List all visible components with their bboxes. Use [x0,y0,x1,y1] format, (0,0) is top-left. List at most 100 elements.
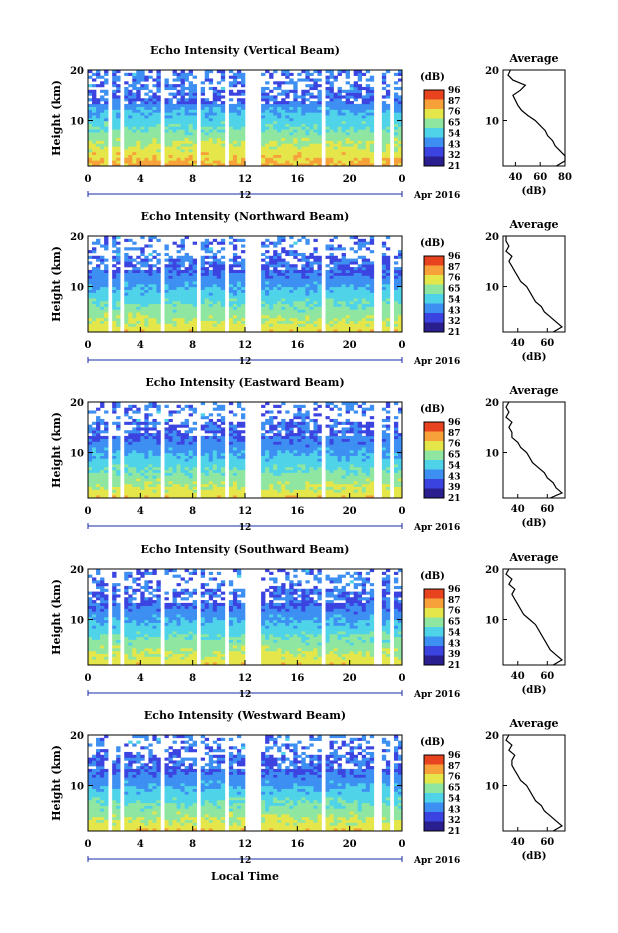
heatmap-cell [241,259,245,262]
heatmap-cell [140,273,144,276]
heatmap-cell [346,295,350,298]
heatmap-cell [128,264,132,267]
heatmap-cell [265,287,269,290]
heatmap-cell [116,126,120,129]
heatmap-cell [338,324,342,327]
heatmap-cell [346,315,350,318]
heatmap-cell [277,101,281,104]
heatmap-cell [156,281,160,284]
heatmap-cell [96,270,100,273]
heatmap-cell [366,155,370,158]
heatmap-cell [326,81,330,84]
heatmap-cell [209,284,213,287]
heatmap-cell [358,287,362,290]
heatmap-cell [205,430,209,433]
heatmap-cell [269,287,273,290]
heatmap-cell [354,298,358,301]
heatmap-cell [177,287,181,290]
heatmap-cell [293,307,297,310]
avg-profile-line [506,236,562,332]
heatmap-cell [358,301,362,304]
heatmap-cell [128,281,132,284]
heatmap-cell [317,261,321,264]
heatmap-cell [217,458,221,461]
heatmap-cell [233,304,237,307]
heatmap-cell [148,312,152,315]
heatmap-cell [269,292,273,295]
heatmap-cell [100,256,104,259]
heatmap-cell [309,270,313,273]
heatmap-cell [261,126,265,129]
heatmap-cell [201,453,205,456]
heatmap-cell [96,295,100,298]
heatmap-cell [132,121,136,124]
heatmap-cell [112,95,116,98]
colorbar-tick-label: 87 [448,263,461,273]
heatmap-cell [382,253,386,256]
heatmap-cell [92,155,96,158]
heatmap-cell [366,118,370,121]
heatmap-cell [334,143,338,146]
heatmap-cell [124,98,128,101]
heatmap-cell [297,115,301,118]
heatmap-cell [317,78,321,81]
heatmap-cell [265,158,269,161]
heatmap-cell [338,307,342,310]
heatmap-cell [317,256,321,259]
heatmap-cell [156,146,160,149]
heatmap-cell [269,307,273,310]
heatmap-cell [334,281,338,284]
heatmap-cell [313,101,317,104]
heatmap-cell [201,304,205,307]
heatmap-cell [265,439,269,442]
heatmap-cell [281,295,285,298]
heatmap-cell [354,93,358,96]
heatmap-cell [96,470,100,473]
heatmap-cell [382,315,386,318]
heatmap-cell [128,143,132,146]
heatmap-cell [297,304,301,307]
heatmap-cell [156,118,160,121]
heatmap-cell [193,143,197,146]
heatmap-cell [237,315,241,318]
heatmap-cell [148,301,152,304]
heatmap-cell [164,456,168,459]
heatmap-cell [233,132,237,135]
heatmap-cell [261,284,265,287]
heatmap-cell [116,253,120,256]
heatmap-cell [128,298,132,301]
heatmap-cell [152,487,156,490]
heatmap-cell [185,76,189,79]
heatmap-cell [241,416,245,419]
heatmap-cell [181,93,185,96]
heatmap-cell [317,304,321,307]
heatmap-cell [112,160,116,163]
heatmap-cell [104,247,108,250]
heatmap-cell [269,104,273,107]
heatmap-cell [92,307,96,310]
heatmap-cell [181,81,185,84]
heatmap-cell [128,152,132,155]
heatmap-cell [201,126,205,129]
heatmap-cell [221,146,225,149]
heatmap-cell [205,422,209,425]
heatmap-cell [193,324,197,327]
heatmap-cell [201,121,205,124]
heatmap-cell [277,433,281,436]
heatmap-cell [265,490,269,493]
heatmap-cell [124,318,128,321]
heatmap-cell [104,278,108,281]
heatmap-cell [100,155,104,158]
heatmap-cell [362,141,366,144]
heatmap-cell [221,121,225,124]
heatmap-cell [205,287,209,290]
heatmap-cell [128,104,132,107]
heatmap-cell [100,439,104,442]
heatmap-cell [382,141,386,144]
heatmap-cell [221,453,225,456]
heatmap-cell [350,155,354,158]
heatmap-cell [201,278,205,281]
heatmap-cell [205,292,209,295]
heatmap-cell [156,278,160,281]
heatmap-cell [173,84,177,87]
